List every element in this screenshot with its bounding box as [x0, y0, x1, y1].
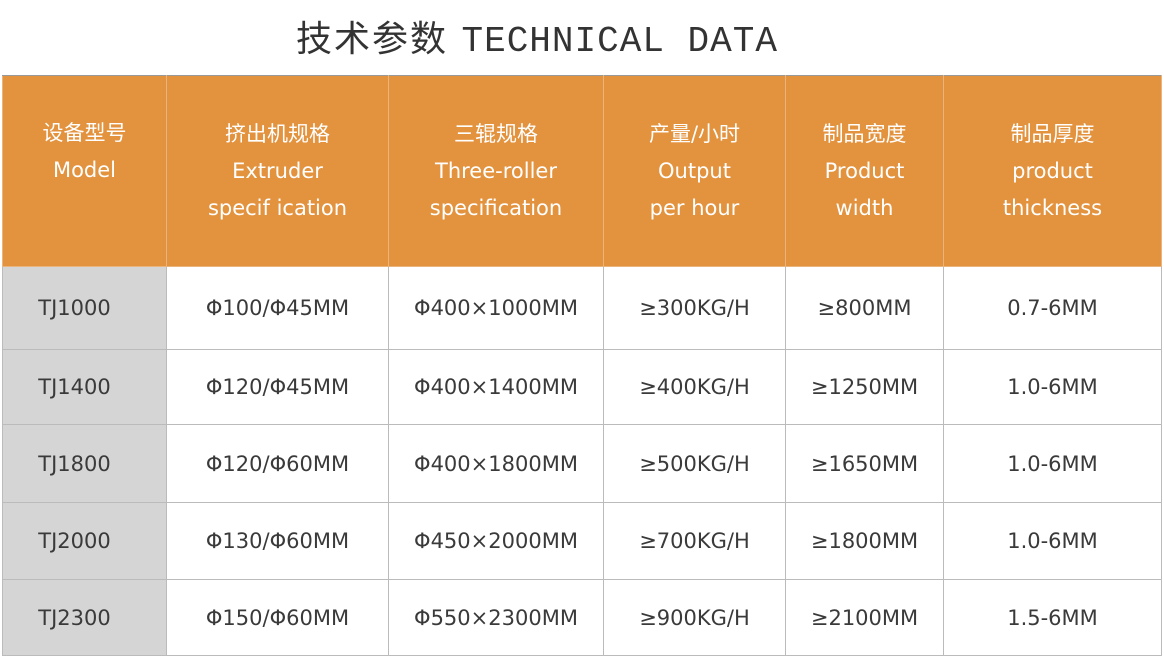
header-output-en2: per hour [649, 195, 740, 220]
header-model-cn: 设备型号 [42, 121, 127, 145]
cell-extruder: Φ120/Φ60MM [166, 424, 389, 503]
header-width-en2: width [835, 195, 894, 220]
table-row: TJ1400 Φ120/Φ45MM Φ400×1400MM ≥400KG/H ≥1250… [2, 349, 1162, 425]
cell-thickness: 1.0-6MM [943, 502, 1162, 580]
header-extruder-cn: 挤出机规格 [225, 121, 330, 146]
header-three-roller-en1: Three-roller [435, 158, 557, 183]
cell-three-roller: Φ400×1000MM [388, 266, 604, 350]
cell-model: TJ2000 [2, 502, 167, 580]
header-extruder: 挤出机规格 Extruder specif ication [166, 75, 389, 267]
header-three-roller-en2: specification [429, 195, 563, 220]
header-width: 制品宽度 Product width [785, 75, 944, 267]
header-width-en1: Product [824, 158, 905, 183]
title-cn: 技术参数 [296, 19, 449, 60]
table-row: TJ2000 Φ130/Φ60MM Φ450×2000MM ≥700KG/H ≥1800… [2, 502, 1162, 580]
cell-extruder: Φ120/Φ45MM [166, 349, 389, 425]
cell-output: ≥500KG/H [603, 424, 786, 503]
cell-output: ≥700KG/H [603, 502, 786, 580]
cell-width: ≥1650MM [785, 424, 944, 503]
cell-thickness: 1.0-6MM [943, 424, 1162, 503]
cell-three-roller: Φ400×1800MM [388, 424, 604, 503]
cell-model: TJ1000 [2, 266, 167, 350]
header-model: 设备型号 Model [2, 75, 167, 267]
cell-output: ≥300KG/H [603, 266, 786, 350]
header-three-roller: 三辊规格 Three-roller specification [388, 75, 604, 267]
cell-width: ≥1250MM [785, 349, 944, 425]
cell-width: ≥1800MM [785, 502, 944, 580]
cell-model: TJ1800 [2, 424, 167, 503]
cell-three-roller: Φ400×1400MM [388, 349, 604, 425]
header-thickness-en2: thickness [1002, 195, 1103, 220]
header-thickness: 制品厚度 product thickness [943, 75, 1162, 267]
header-thickness-cn: 制品厚度 [1010, 121, 1095, 146]
header-three-roller-cn: 三辊规格 [454, 121, 538, 146]
header-extruder-en2: specif ication [207, 195, 348, 220]
title-en: TECHNICAL DATA [461, 21, 778, 62]
header-output-en1: Output [658, 158, 731, 183]
header-row: 设备型号 Model 挤出机规格 Extruder specif ication 三辊规格… [2, 75, 1162, 267]
cell-three-roller: Φ450×2000MM [388, 502, 604, 580]
header-model-en1: Model [52, 158, 117, 182]
header-output-cn: 产量/小时 [648, 121, 741, 146]
header-output: 产量/小时 Output per hour [603, 75, 786, 267]
header-thickness-en1: product [1012, 158, 1093, 183]
cell-output: ≥400KG/H [603, 349, 786, 425]
page-title: 技术参数 TECHNICAL DATA [0, 10, 1074, 62]
table-row: TJ1800 Φ120/Φ60MM Φ400×1800MM ≥500KG/H ≥1650… [2, 424, 1162, 503]
cell-width: ≥800MM [785, 266, 944, 350]
cell-thickness: 1.0-6MM [943, 349, 1162, 425]
header-extruder-en1: Extruder [232, 158, 323, 183]
table-row: TJ1000 Φ100/Φ45MM Φ400×1000MM ≥300KG/H ≥800M… [2, 266, 1162, 350]
cell-thickness: 0.7-6MM [943, 266, 1162, 350]
cell-model: TJ1400 [2, 349, 167, 425]
technical-data-table: 设备型号 Model 挤出机规格 Extruder specif ication 三辊规格… [2, 75, 1162, 656]
header-width-cn: 制品宽度 [822, 121, 907, 146]
cell-extruder: Φ100/Φ45MM [166, 266, 389, 350]
cell-extruder: Φ130/Φ60MM [166, 502, 389, 580]
